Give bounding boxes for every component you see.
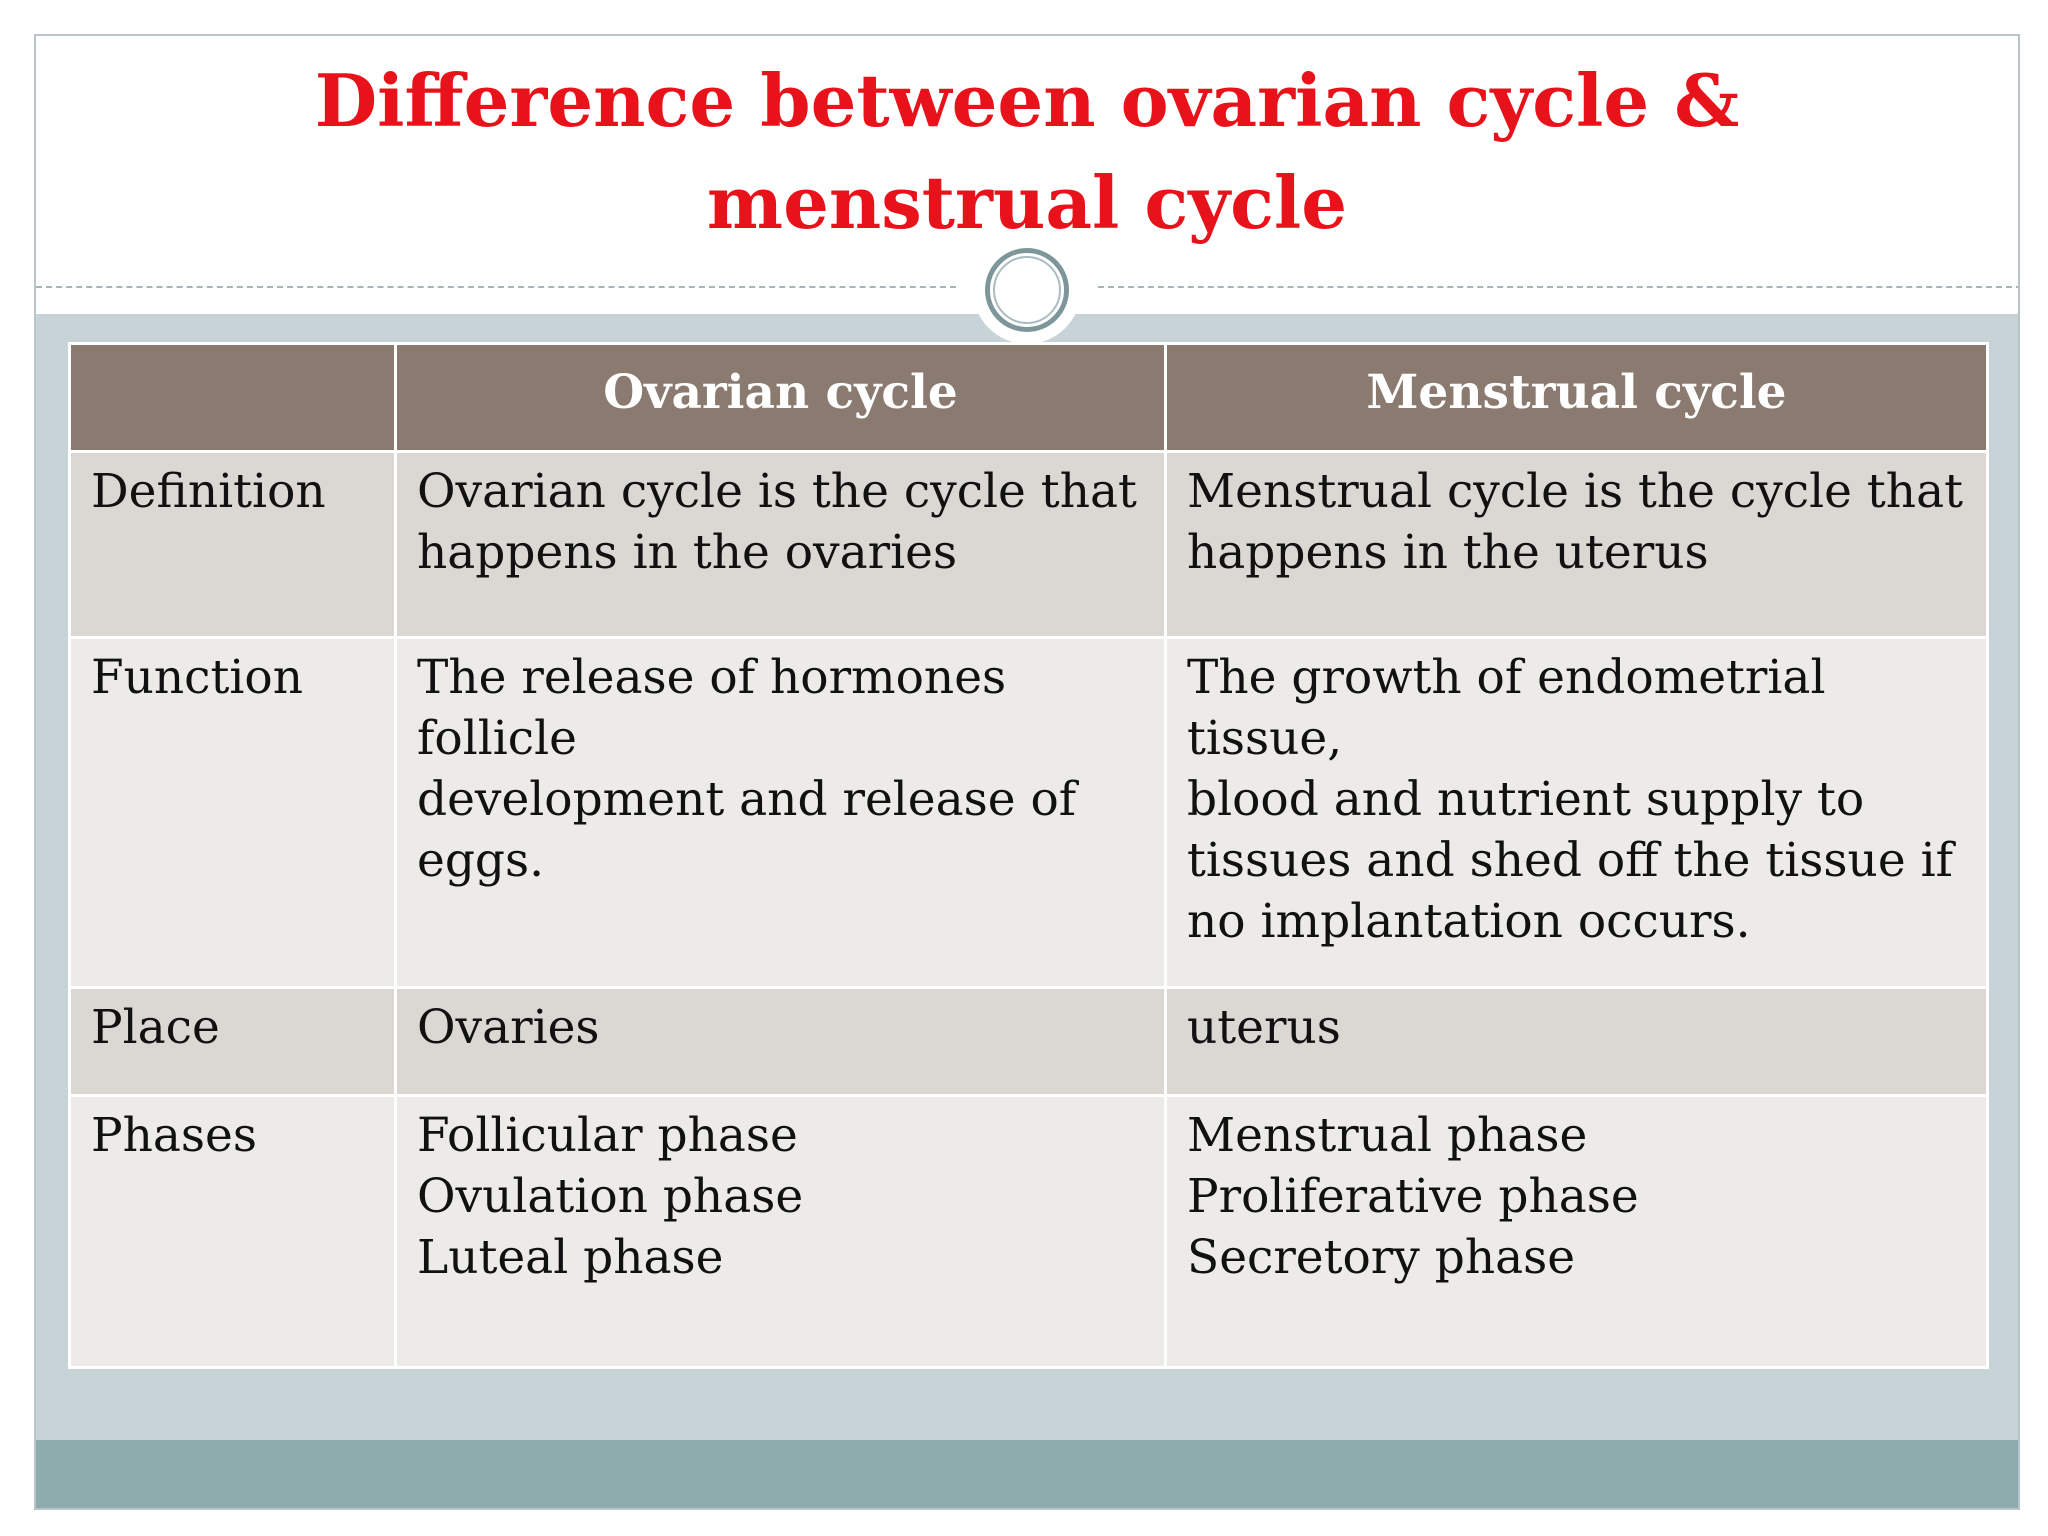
comparison-table: Ovarian cycle Menstrual cycle Definition… bbox=[68, 342, 1989, 1369]
table-row-phases: Phases Follicular phase Ovulation phase … bbox=[68, 1094, 1989, 1369]
divider-dashed-left bbox=[36, 286, 956, 288]
cell-line: Ovulation phase bbox=[417, 1169, 804, 1224]
cell-line: eggs. bbox=[417, 833, 545, 888]
header-empty-cell bbox=[68, 342, 397, 453]
slide: Difference between ovarian cycle & menst… bbox=[34, 34, 2020, 1510]
header-menstrual-cycle: Menstrual cycle bbox=[1164, 342, 1989, 453]
cell-line: uterus bbox=[1187, 1000, 1341, 1055]
cell-line: Ovaries bbox=[417, 1000, 600, 1055]
cell-line: Proliferative phase bbox=[1187, 1169, 1639, 1224]
row-label: Place bbox=[68, 986, 397, 1097]
ornament-outer-ring bbox=[985, 248, 1069, 332]
cell-line: blood and nutrient supply to bbox=[1187, 772, 1865, 827]
ovarian-cell: The release of hormones follicle develop… bbox=[394, 636, 1167, 989]
ornament-inner-ring bbox=[993, 256, 1061, 324]
cell-line: happens in the ovaries bbox=[417, 525, 958, 580]
table-header-row: Ovarian cycle Menstrual cycle bbox=[68, 342, 1989, 453]
cell-line: The release of hormones follicle bbox=[417, 650, 1007, 766]
cell-line: Secretory phase bbox=[1187, 1230, 1576, 1285]
row-label: Function bbox=[68, 636, 397, 989]
cell-line: tissues and shed off the tissue if bbox=[1187, 833, 1953, 888]
cell-line: happens in the uterus bbox=[1187, 525, 1709, 580]
cell-line: The growth of endometrial tissue, bbox=[1187, 650, 1826, 766]
table-row-function: Function The release of hormones follicl… bbox=[68, 636, 1989, 989]
cell-line: Luteal phase bbox=[417, 1230, 724, 1285]
cell-line: Ovarian cycle is the cycle that bbox=[417, 464, 1137, 519]
circle-ornament-icon bbox=[973, 236, 1081, 344]
table-row-definition: Definition Ovarian cycle is the cycle th… bbox=[68, 450, 1989, 639]
ovarian-cell: Follicular phase Ovulation phase Luteal … bbox=[394, 1094, 1167, 1369]
header-ovarian-cycle: Ovarian cycle bbox=[394, 342, 1167, 453]
cell-line: no implantation occurs. bbox=[1187, 894, 1751, 949]
cell-line: development and release of bbox=[417, 772, 1077, 827]
table-row-place: Place Ovaries uterus bbox=[68, 986, 1989, 1097]
ovarian-cell: Ovarian cycle is the cycle that happens … bbox=[394, 450, 1167, 639]
cell-line: Follicular phase bbox=[417, 1108, 798, 1163]
row-label: Definition bbox=[68, 450, 397, 639]
ovarian-cell: Ovaries bbox=[394, 986, 1167, 1097]
menstrual-cell: The growth of endometrial tissue, blood … bbox=[1164, 636, 1989, 989]
row-label: Phases bbox=[68, 1094, 397, 1369]
slide-title-line-2: menstrual cycle bbox=[706, 160, 1348, 245]
cell-line: Menstrual phase bbox=[1187, 1108, 1588, 1163]
slide-title-line-1: Difference between ovarian cycle & bbox=[314, 58, 1740, 143]
slide-title: Difference between ovarian cycle & menst… bbox=[36, 50, 2018, 254]
menstrual-cell: uterus bbox=[1164, 986, 1989, 1097]
footer-bar bbox=[36, 1440, 2018, 1508]
divider-dashed-right bbox=[1098, 286, 2018, 288]
menstrual-cell: Menstrual cycle is the cycle that happen… bbox=[1164, 450, 1989, 639]
cell-line: Menstrual cycle is the cycle that bbox=[1187, 464, 1963, 519]
menstrual-cell: Menstrual phase Proliferative phase Secr… bbox=[1164, 1094, 1989, 1369]
